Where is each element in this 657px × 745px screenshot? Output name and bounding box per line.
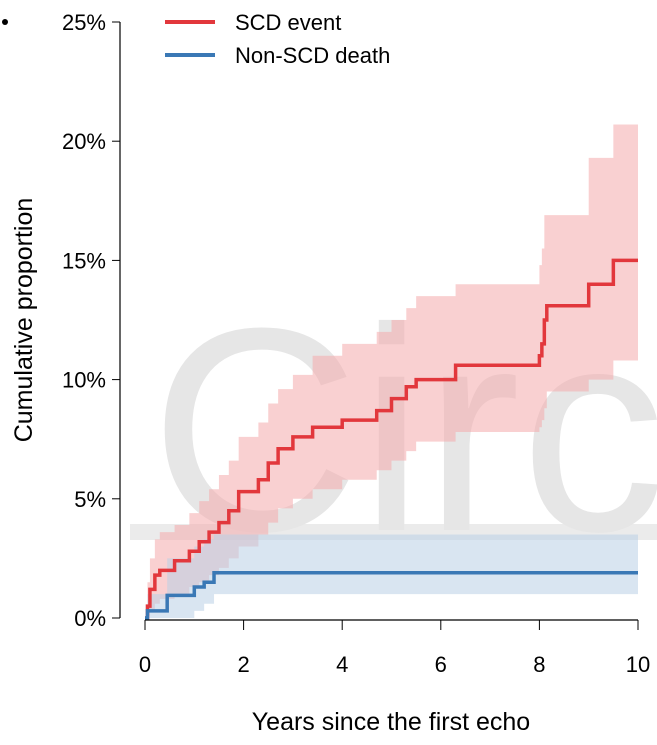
y-tick-label: 15% [62,248,106,273]
y-tick-label: 25% [62,10,106,35]
y-tick-label: 10% [62,368,106,393]
x-tick-label: 2 [237,652,249,677]
y-axis-label: Cumulative proportion [10,198,38,443]
step-line [145,570,638,620]
legend-label: SCD event [235,10,341,35]
y-tick-label: 20% [62,129,106,154]
x-tick-label: 4 [336,652,348,677]
step-line [145,258,638,620]
confidence-band [145,534,638,618]
y-tick-label: 5% [74,487,106,512]
y-tick-label: 0% [74,606,106,631]
bullet [2,19,8,25]
x-axis-label: Years since the first echo [252,708,530,736]
legend-label: Non-SCD death [235,43,390,68]
x-tick-label: 10 [626,652,650,677]
confidence-band [145,124,638,619]
x-tick-label: 6 [435,652,447,677]
plot-area [145,124,638,620]
x-tick-label: 8 [533,652,545,677]
x-tick-label: 0 [139,652,151,677]
